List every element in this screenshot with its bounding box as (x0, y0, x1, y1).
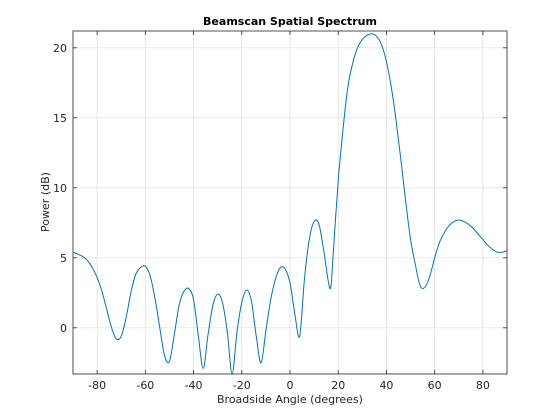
x-tick-label: 80 (476, 379, 490, 392)
x-axis-label: Broadside Angle (degrees) (217, 393, 363, 406)
tick-marks (73, 31, 507, 374)
x-tick-label: 40 (379, 379, 393, 392)
x-tick-label: 0 (287, 379, 294, 392)
x-tick-label: 20 (331, 379, 345, 392)
spectrum-line (72, 33, 508, 375)
y-axis-label: Power (dB) (39, 172, 52, 232)
x-tick-label: -80 (88, 379, 106, 392)
y-tick-label: 10 (53, 182, 67, 195)
y-tick-label: 15 (53, 112, 67, 125)
x-tick-label: -40 (185, 379, 203, 392)
y-tick-label: 0 (60, 322, 67, 335)
x-tick-label: -20 (233, 379, 251, 392)
chart-title: Beamscan Spatial Spectrum (203, 15, 377, 28)
series-group (72, 33, 508, 375)
tick-labels: -80 -60 -40 -20 0 20 40 60 80 0 5 10 15 20 (53, 42, 490, 392)
x-tick-label: 60 (428, 379, 442, 392)
x-tick-label: -60 (136, 379, 154, 392)
y-tick-label: 5 (60, 252, 67, 265)
y-tick-label: 20 (53, 42, 67, 55)
